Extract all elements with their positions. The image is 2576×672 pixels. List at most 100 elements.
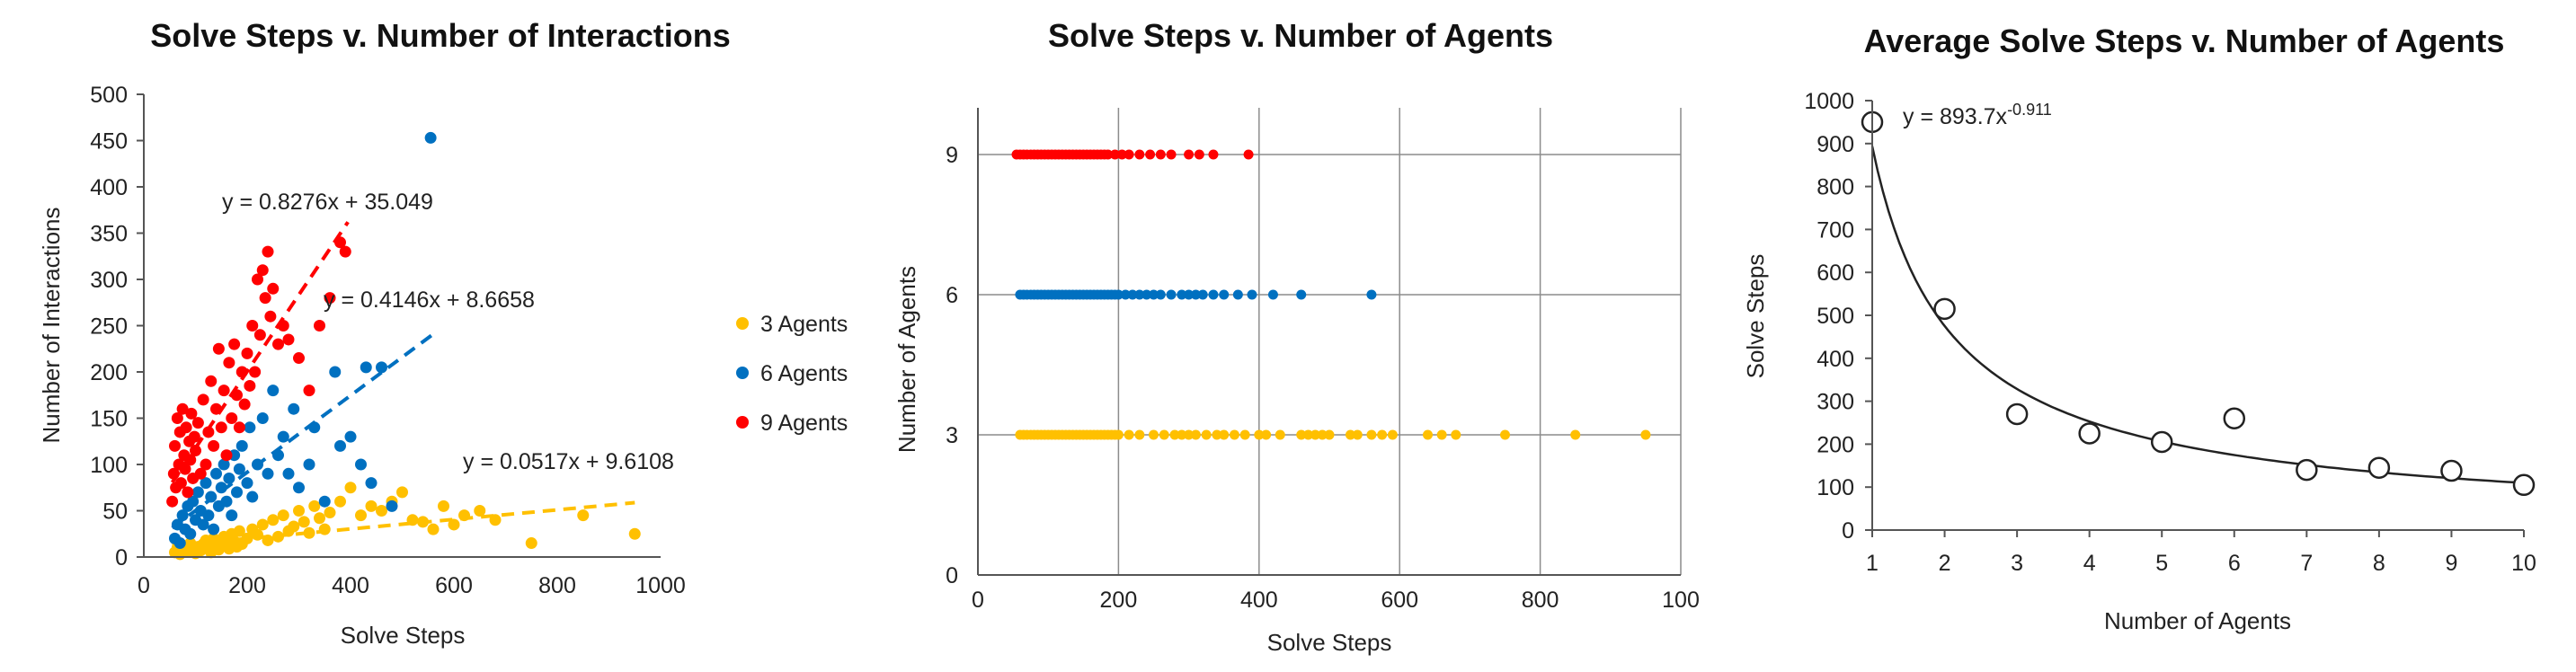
- chart1-point: [448, 518, 460, 531]
- chart1-point: [233, 421, 245, 434]
- chart1-point: [233, 525, 245, 537]
- chart2-x-tick: 100: [1662, 588, 1700, 613]
- chart1-point: [220, 449, 233, 462]
- chart1-title: Solve Steps v. Number of Interactions: [150, 17, 731, 54]
- chart1-point: [293, 482, 305, 494]
- chart2-point: [1109, 149, 1120, 160]
- chart3-y-tick: 1000: [1804, 89, 1854, 114]
- chart2-point: [1194, 149, 1204, 160]
- chart2-point: [1500, 429, 1510, 440]
- chart1-point: [438, 500, 449, 512]
- chart2-y-tick: 3: [946, 423, 958, 448]
- chart1-point: [215, 421, 227, 434]
- chart1-point: [396, 486, 408, 499]
- chart1-point: [308, 421, 321, 434]
- chart2-point: [1261, 429, 1272, 440]
- chart1-point: [253, 329, 266, 341]
- chart1-point: [188, 430, 200, 443]
- chart1-point: [191, 486, 204, 499]
- chart2-point: [1366, 289, 1377, 300]
- chart2-point: [1232, 289, 1243, 300]
- chart1-point: [241, 347, 253, 359]
- chart2-point: [1243, 149, 1254, 160]
- chart1-point: [424, 131, 437, 144]
- chart1-point: [173, 537, 186, 550]
- chart1-point: [262, 534, 274, 546]
- chart1-x-label: Solve Steps: [341, 622, 466, 649]
- chart1-point: [218, 385, 230, 397]
- chart1-point: [208, 523, 220, 535]
- chart2-point: [1239, 429, 1250, 440]
- chart3-y-tick: 400: [1817, 347, 1854, 372]
- chart2-point: [1317, 429, 1328, 440]
- chart1-point: [235, 439, 248, 452]
- chart3-y-tick: 500: [1817, 304, 1854, 329]
- chart1-trend-equation: y = 0.4146x + 8.6658: [324, 287, 535, 313]
- chart1-point: [282, 333, 295, 346]
- chart-average: Average Solve Steps v. Number of Agents …: [1742, 22, 2536, 634]
- chart1-point: [202, 426, 215, 438]
- chart3-title: Average Solve Steps v. Number of Agents: [1864, 22, 2505, 59]
- chart2-point: [1254, 429, 1265, 440]
- chart3-y-label: Solve Steps: [1742, 254, 1769, 379]
- chart1-point: [252, 458, 263, 471]
- chart3-y-tick: 700: [1817, 217, 1854, 243]
- chart1-point: [288, 402, 300, 415]
- chart1-point: [210, 402, 222, 415]
- chart2-point: [1208, 149, 1219, 160]
- chart1-y-tick: 50: [102, 500, 128, 525]
- chart2-point: [1134, 429, 1145, 440]
- chart3-x-tick: 6: [2228, 551, 2241, 576]
- chart1-y-tick: 350: [90, 222, 128, 247]
- chart1-point: [197, 393, 209, 406]
- chart1-y-tick: 100: [90, 453, 128, 478]
- chart2-x-tick: 800: [1522, 588, 1559, 613]
- chart2-point: [1155, 289, 1166, 300]
- chart2-point: [1422, 429, 1433, 440]
- chart1-point: [252, 273, 263, 286]
- chart2-point: [1134, 149, 1145, 160]
- chart1-legend-marker: [736, 367, 749, 379]
- chart1-point: [179, 463, 191, 475]
- chart1-point: [277, 320, 289, 332]
- chart2-point: [1377, 429, 1388, 440]
- chart2-point: [1116, 149, 1127, 160]
- chart1-point: [187, 495, 200, 508]
- chart2-x-tick: 400: [1240, 588, 1278, 613]
- chart1-point: [489, 514, 502, 526]
- chart1-point: [235, 366, 248, 378]
- chart1-legend-marker: [736, 317, 749, 330]
- chart3-y-tick: 200: [1817, 432, 1854, 457]
- chart1-point: [314, 320, 325, 332]
- chart2-point: [1303, 429, 1314, 440]
- chart1-point: [210, 467, 222, 480]
- chart2-point: [1184, 289, 1195, 300]
- chart2-point: [1169, 429, 1180, 440]
- chart2-point: [1219, 429, 1230, 440]
- chart2-point: [1640, 429, 1651, 440]
- chart1-point: [176, 509, 189, 522]
- chart1-point: [176, 402, 189, 415]
- chart1-point: [324, 292, 336, 305]
- chart3-x-tick: 4: [2083, 551, 2096, 576]
- chart1-trend-equation: y = 0.0517x + 9.6108: [463, 449, 674, 474]
- chart2-point: [1197, 289, 1208, 300]
- chart2-point: [1324, 429, 1335, 440]
- chart1-point: [406, 514, 419, 526]
- chart1-y-tick: 400: [90, 175, 128, 200]
- chart1-point: [238, 398, 251, 411]
- chart1-point: [185, 407, 198, 420]
- chart1-point: [282, 467, 295, 480]
- chart2-point: [1190, 429, 1201, 440]
- chart1-point: [167, 467, 180, 480]
- chart1-point: [256, 518, 269, 531]
- chart1-point: [246, 320, 259, 332]
- chart3-x-tick: 5: [2155, 551, 2168, 576]
- chart1-point: [308, 500, 321, 512]
- chart2-point: [1366, 429, 1377, 440]
- chart-interactions: Solve Steps v. Number of Interactions 0 2…: [38, 17, 848, 649]
- chart2-point: [1310, 429, 1320, 440]
- chart2-y-tick: 9: [946, 143, 958, 168]
- chart3-y-tick: 0: [1842, 518, 1854, 544]
